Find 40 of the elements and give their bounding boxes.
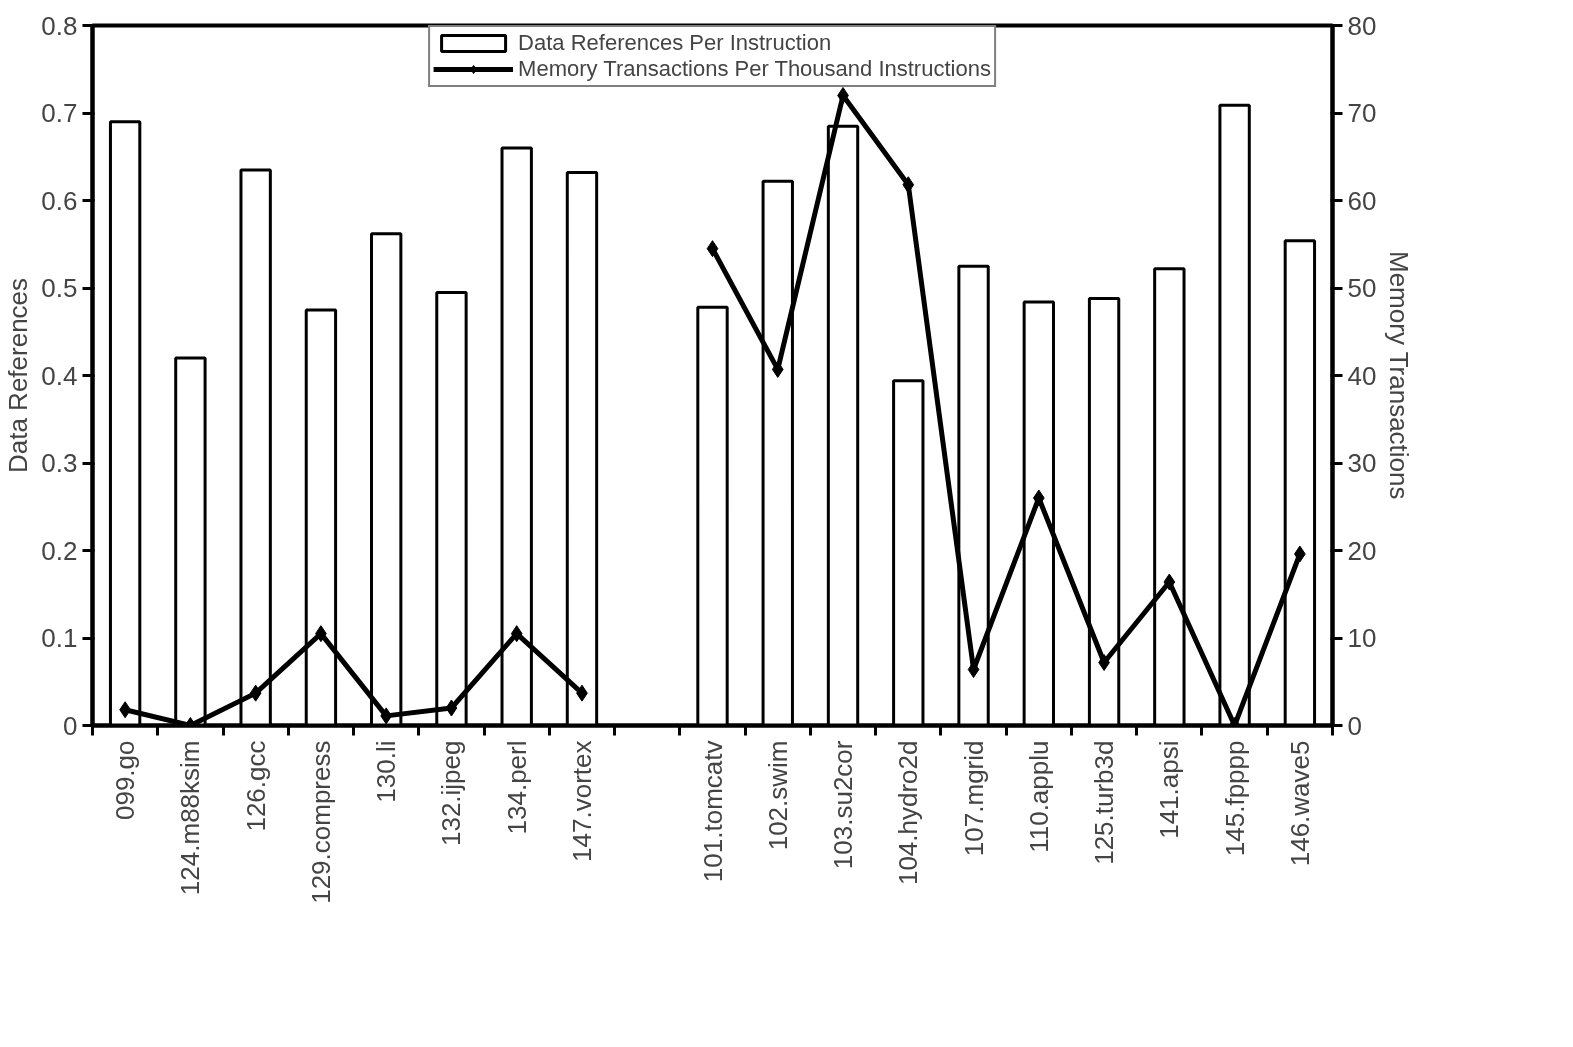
y2-tick-label: 60 <box>1347 185 1377 216</box>
x-tick-label: 101.tomcatv <box>697 740 728 883</box>
x-tick-label: 126.gcc <box>240 740 271 832</box>
x-tick-label: 103.su2cor <box>828 740 859 870</box>
y-tick-label: 0.4 <box>41 360 78 391</box>
x-tick-label: 107.mgrid <box>958 740 989 857</box>
y-tick-label: 0.7 <box>41 98 78 128</box>
y2-tick-label: 80 <box>1347 10 1377 41</box>
x-tick-label: 099.go <box>110 740 141 821</box>
y-axis-title: Data References <box>3 277 34 474</box>
x-tick-label: 124.m88ksim <box>175 740 206 896</box>
y2-tick-label: 70 <box>1347 98 1377 128</box>
y2-tick-label: 20 <box>1347 535 1377 566</box>
x-tick-label: 125.turb3d <box>1089 740 1120 865</box>
legend-label: Memory Transactions Per Thousand Instructions <box>518 56 991 82</box>
x-tick-label: 141.apsi <box>1154 740 1185 839</box>
x-tick-label: 134.perl <box>501 740 532 835</box>
y2-tick-label: 10 <box>1347 623 1377 653</box>
x-tick-label: 129.compress <box>305 740 336 904</box>
y-tick-label: 0.6 <box>41 185 78 216</box>
y-tick-label: 0.2 <box>41 535 78 566</box>
x-tick-label: 102.swim <box>762 740 793 851</box>
y-tick-label: 0.8 <box>41 10 78 41</box>
y2-tick-label: 50 <box>1347 273 1377 303</box>
x-tick-label: 110.applu <box>1023 740 1054 853</box>
x-tick-label: 104.hydro2d <box>893 740 924 886</box>
legend-label: Data References Per Instruction <box>518 30 832 56</box>
x-tick-label: 132.ijpeg <box>436 740 467 847</box>
y-tick-label: 0.3 <box>41 448 78 478</box>
y-tick-label: 0.1 <box>41 623 78 653</box>
x-tick-label: 145.fpppp <box>1219 740 1250 857</box>
y2-tick-label: 0 <box>1347 710 1362 741</box>
y2-tick-label: 30 <box>1347 448 1377 478</box>
y-tick-label: 0.5 <box>41 273 78 303</box>
y2-tick-label: 40 <box>1347 360 1377 391</box>
y-tick-label: 0 <box>63 710 78 741</box>
x-tick-label: 130.li <box>371 740 402 803</box>
y2-axis-title: Memory Transactions <box>1384 251 1415 500</box>
x-tick-label: 146.wave5 <box>1284 740 1315 867</box>
x-tick-label: 147.vortex <box>566 740 597 862</box>
